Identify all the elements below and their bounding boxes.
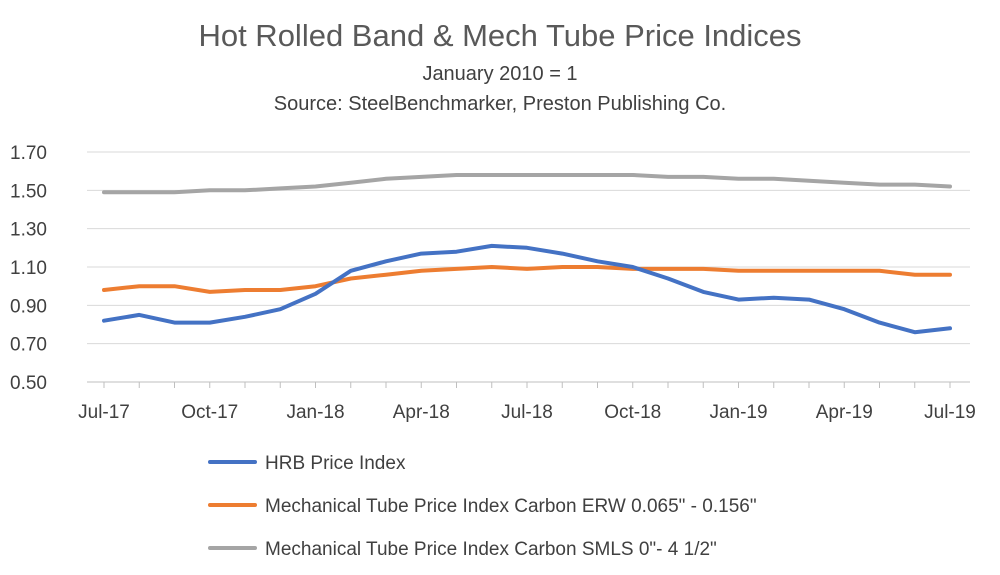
y-axis-ticks: 1.70 1.50 1.30 1.10 0.90 0.70 0.50	[10, 143, 47, 394]
legend: HRB Price Index Mechanical Tube Price Ind…	[208, 453, 757, 560]
series-line-1	[102, 265, 952, 294]
legend-label-0: HRB Price Index	[265, 453, 406, 474]
chart-subtitle: January 2010 = 1	[422, 63, 577, 85]
legend-label-1: Mechanical Tube Price Index Carbon ERW 0…	[265, 496, 757, 517]
y-tick-label: 0.90	[10, 296, 47, 317]
y-tick-label: 1.70	[10, 143, 47, 164]
x-tick-label: Apr-19	[816, 402, 873, 423]
x-tick-label: Jul-19	[924, 402, 976, 423]
series-line-0	[102, 243, 952, 335]
chart-title: Hot Rolled Band & Mech Tube Price Indice…	[198, 18, 801, 53]
y-tick-label: 0.70	[10, 335, 47, 356]
x-tick-label: Jul-17	[78, 402, 130, 423]
y-tick-label: 0.50	[10, 373, 47, 394]
y-tick-label: 1.10	[10, 258, 47, 279]
series-lines	[102, 173, 952, 335]
x-tick-label: Jan-18	[286, 402, 344, 423]
x-tick-label: Jul-18	[501, 402, 553, 423]
legend-label-2: Mechanical Tube Price Index Carbon SMLS …	[265, 539, 717, 560]
x-tick-label: Oct-18	[604, 402, 661, 423]
series-line-2	[102, 173, 952, 195]
chart-source: Source: SteelBenchmarker, Preston Publis…	[274, 93, 726, 115]
x-tick-label: Oct-17	[181, 402, 238, 423]
y-tick-label: 1.30	[10, 220, 47, 241]
x-axis-ticks: Jul-17 Oct-17 Jan-18 Apr-18 Jul-18 Oct-18 Jan-…	[78, 402, 976, 423]
x-tick-label: Apr-18	[393, 402, 450, 423]
x-tick-label: Jan-19	[709, 402, 767, 423]
y-tick-label: 1.50	[10, 181, 47, 202]
